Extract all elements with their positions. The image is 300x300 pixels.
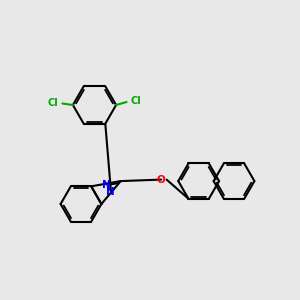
Text: N: N: [106, 187, 115, 197]
Text: O: O: [157, 175, 166, 184]
Text: Cl: Cl: [130, 96, 141, 106]
Text: Cl: Cl: [48, 98, 58, 109]
Text: N: N: [102, 180, 110, 190]
